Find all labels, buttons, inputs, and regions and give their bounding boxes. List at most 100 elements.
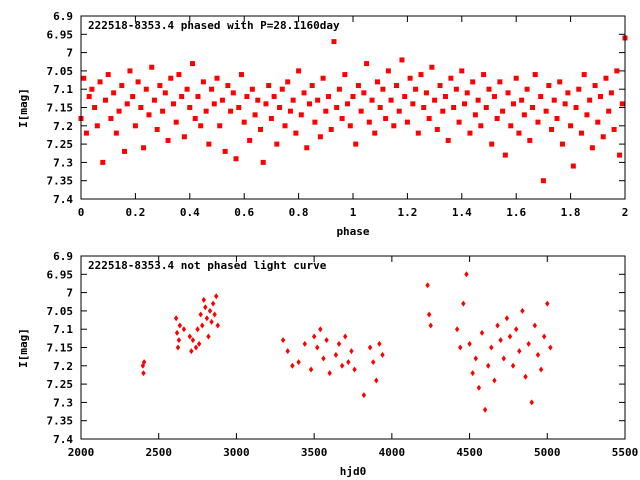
phased-data-point xyxy=(266,83,272,89)
unphased-data-point xyxy=(495,322,500,329)
unphased-data-point xyxy=(206,333,211,340)
phased-data-point xyxy=(285,79,291,85)
phased-data-point xyxy=(162,90,168,96)
phased-data-point xyxy=(168,75,174,81)
phased-data-point xyxy=(519,97,525,103)
phased-data-point xyxy=(570,163,576,169)
phased-data-point xyxy=(244,94,250,100)
phased-data-point xyxy=(502,152,508,158)
unphased-light-curve-chart: 2000 2500 3000 3500 4000 4500 5000 5500 6.9 6.95… xyxy=(17,250,638,478)
phased-data-point xyxy=(399,57,405,63)
phased-data-point xyxy=(304,145,310,151)
phased-data-point xyxy=(83,130,89,136)
phased-data-point xyxy=(486,86,492,92)
unphased-data-point xyxy=(190,337,196,344)
unphased-plot-frame xyxy=(80,255,626,440)
phased-data-point xyxy=(413,86,419,92)
phased-data-point xyxy=(353,141,359,147)
unphased-y-ticks: 6.9 6.95 7 7.05 7.1 7.15 7.2 7.25 7.3 7.35 7.4 xyxy=(47,250,625,446)
phased-data-point xyxy=(209,86,215,92)
phased-data-point xyxy=(100,159,106,165)
phased-data-point xyxy=(339,115,345,121)
phased-data-point xyxy=(154,126,160,132)
phased-data-point xyxy=(551,97,557,103)
unphased-data-point xyxy=(141,370,146,377)
phased-data-point xyxy=(554,115,560,121)
phased-data-point xyxy=(124,101,130,107)
phased-data-point xyxy=(323,108,329,114)
unphased-data-point xyxy=(514,326,519,333)
unphased-data-point xyxy=(498,337,503,344)
phased-data-point xyxy=(437,83,443,89)
phased-data-point xyxy=(113,130,119,136)
unphased-data-point xyxy=(464,271,469,278)
phased-data-point xyxy=(130,94,136,100)
unphased-data-point xyxy=(454,326,460,333)
unphased-data-point xyxy=(290,362,295,369)
phased-y-tick-label: 7.1 xyxy=(53,83,73,96)
unphased-data-point xyxy=(545,300,550,307)
unphased-data-point xyxy=(538,366,544,373)
phased-data-point xyxy=(472,112,478,118)
phased-data-point xyxy=(345,101,351,107)
phased-data-point xyxy=(176,72,182,78)
unphased-data-point xyxy=(535,351,541,358)
phased-data-point xyxy=(402,94,408,100)
unphased-data-point xyxy=(425,282,430,289)
phased-data-point xyxy=(380,86,386,92)
phased-data-point xyxy=(462,101,468,107)
phased-data-point xyxy=(483,105,489,110)
unphased-x-tick-label: 2500 xyxy=(145,446,172,459)
phased-data-point xyxy=(326,94,332,100)
unphased-data-point xyxy=(489,344,494,351)
phased-data-point xyxy=(190,61,196,67)
phased-data-point xyxy=(179,94,185,100)
phased-data-point xyxy=(510,101,516,107)
phased-data-point xyxy=(445,137,451,143)
unphased-data-point xyxy=(367,344,373,351)
phased-data-point xyxy=(440,108,446,114)
phased-data-point xyxy=(421,105,427,110)
unphased-data-point xyxy=(346,359,351,366)
unphased-data-point xyxy=(200,322,205,329)
phased-data-point xyxy=(149,64,155,70)
phased-data-point xyxy=(505,90,511,96)
phased-data-point xyxy=(540,178,546,184)
unphased-data-point xyxy=(174,329,180,336)
phased-data-point xyxy=(491,94,497,100)
phased-data-point xyxy=(160,108,166,114)
phased-x-tick-label: 0 xyxy=(78,206,85,219)
unphased-y-tick-label: 7.2 xyxy=(53,360,73,373)
phased-x-tick-label: 1.4 xyxy=(452,206,472,219)
phased-y-tick-label: 6.95 xyxy=(47,28,74,41)
phased-data-point xyxy=(296,68,302,74)
unphased-data-point xyxy=(529,399,534,406)
phased-data-point xyxy=(578,130,584,136)
unphased-data-point xyxy=(311,333,317,340)
unphased-data-point xyxy=(517,348,522,355)
phased-data-point xyxy=(516,130,522,136)
unphased-y-tick-label: 7.25 xyxy=(47,378,74,391)
phased-data-point xyxy=(568,123,574,129)
unphased-x-tick-label: 3500 xyxy=(301,446,328,459)
phased-data-point xyxy=(173,119,179,125)
unphased-y-tick-label: 6.9 xyxy=(53,250,73,263)
unphased-data-point xyxy=(196,340,202,347)
unphased-data-point xyxy=(482,406,488,413)
unphased-data-point xyxy=(501,355,506,362)
phased-x-tick-label: 2 xyxy=(622,206,629,219)
phased-x-tick-label: 1.8 xyxy=(561,206,581,219)
phased-data-points xyxy=(78,35,628,184)
phased-data-point xyxy=(423,90,429,96)
unphased-data-point xyxy=(141,359,147,366)
phased-data-point xyxy=(426,115,432,121)
phased-data-point xyxy=(451,105,457,110)
unphased-data-point xyxy=(212,311,217,318)
phased-data-point xyxy=(358,108,364,114)
phased-data-point xyxy=(584,112,590,118)
phased-data-point xyxy=(383,115,389,121)
phased-y-tick-label: 7.35 xyxy=(47,175,74,188)
phased-data-point xyxy=(334,105,340,110)
phased-data-point xyxy=(151,97,157,103)
unphased-data-point xyxy=(479,329,485,336)
